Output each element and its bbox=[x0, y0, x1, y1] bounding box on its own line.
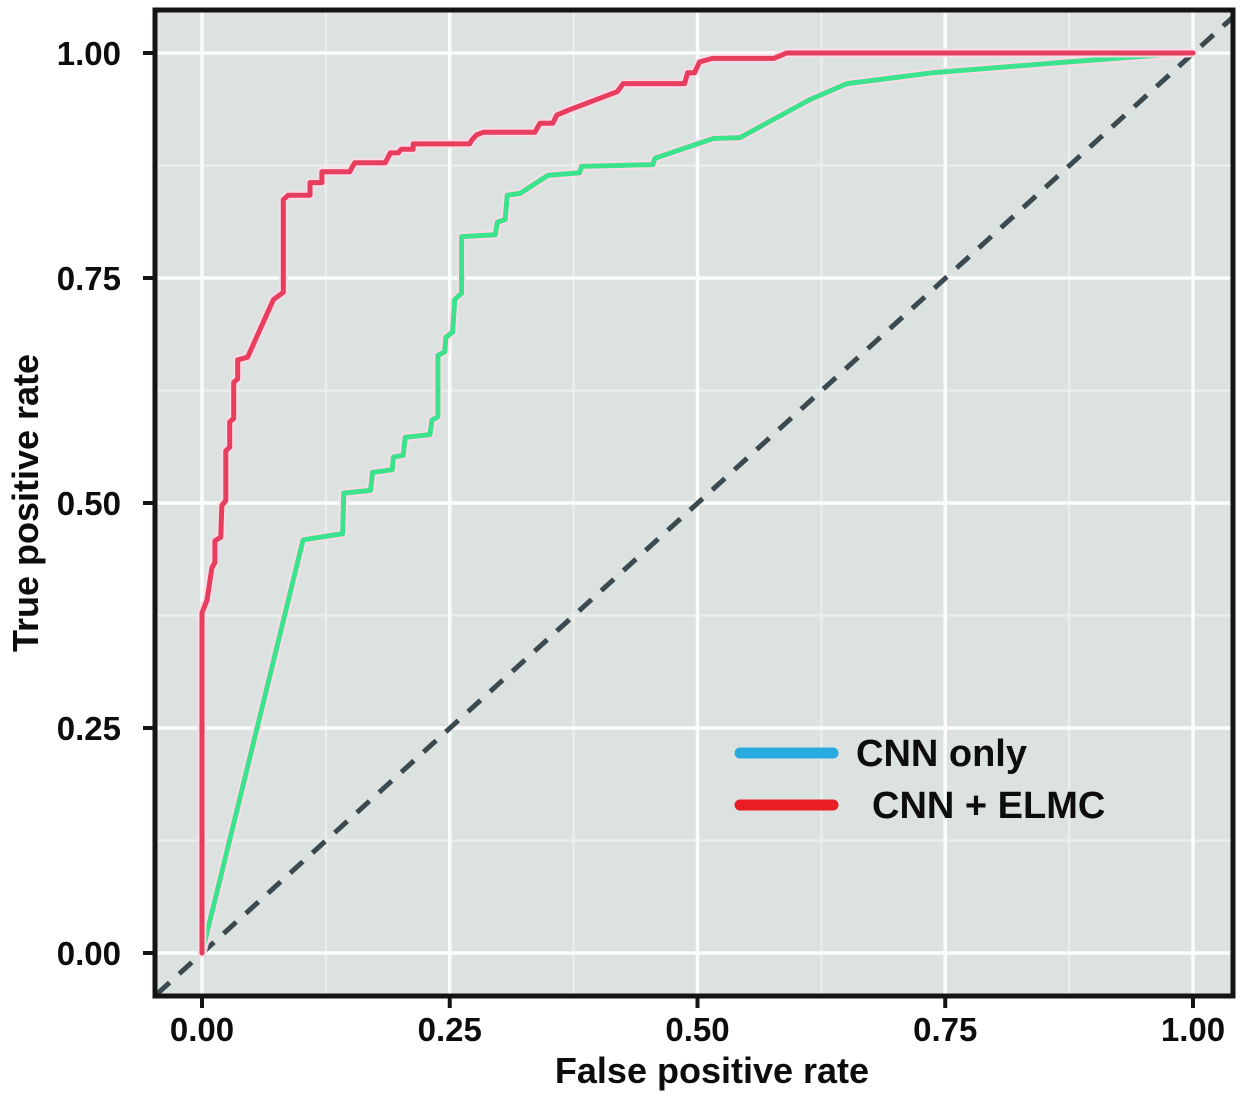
roc-curve-cnn-elmc bbox=[199, 50, 1196, 956]
x-tick-label: 0.75 bbox=[913, 1011, 977, 1048]
chance-diagonal-line bbox=[155, 16, 1234, 996]
legend: CNN only CNN + ELMC bbox=[734, 733, 1105, 827]
roc-curve-cnn-only bbox=[199, 50, 1190, 956]
axis-ticks bbox=[143, 51, 1195, 1008]
legend-label-cnn-only: CNN only bbox=[856, 733, 1027, 775]
y-tick-label: 0.50 bbox=[57, 485, 121, 522]
legend-label-cnn-elmc: CNN + ELMC bbox=[872, 785, 1105, 827]
roc-curves bbox=[197, 48, 1198, 958]
y-tick-label: 0.00 bbox=[57, 935, 121, 972]
x-tick-label: 0.25 bbox=[418, 1011, 482, 1048]
x-tick-label: 0.50 bbox=[665, 1011, 729, 1048]
y-tick-label: 1.00 bbox=[57, 35, 121, 72]
x-tick-label: 0.00 bbox=[170, 1011, 234, 1048]
y-tick-label: 0.75 bbox=[57, 260, 121, 297]
y-axis-title: True positive rate bbox=[5, 354, 46, 652]
x-tick-labels: 0.00 0.25 0.50 0.75 1.00 bbox=[170, 1011, 1225, 1048]
y-tick-labels: 0.00 0.25 0.50 0.75 1.00 bbox=[57, 35, 121, 972]
y-tick-label: 0.25 bbox=[57, 710, 121, 747]
x-axis-title: False positive rate bbox=[555, 1050, 869, 1091]
x-tick-label: 1.00 bbox=[1161, 1011, 1225, 1048]
